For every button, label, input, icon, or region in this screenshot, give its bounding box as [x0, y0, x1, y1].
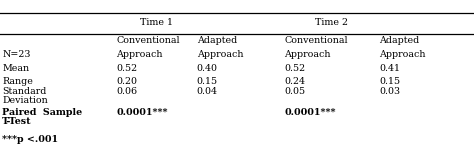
- Text: 0.03: 0.03: [379, 87, 401, 96]
- Text: 0.15: 0.15: [379, 77, 401, 86]
- Text: 0.52: 0.52: [284, 64, 306, 73]
- Text: Paired  Sample: Paired Sample: [2, 108, 82, 117]
- Text: 0.0001***: 0.0001***: [284, 108, 336, 117]
- Text: 0.52: 0.52: [116, 64, 137, 73]
- Text: Time 2: Time 2: [315, 18, 348, 27]
- Text: 0.40: 0.40: [197, 64, 218, 73]
- Text: Standard: Standard: [2, 87, 47, 96]
- Text: T-Test: T-Test: [2, 117, 32, 126]
- Text: Approach: Approach: [197, 50, 243, 59]
- Text: Conventional: Conventional: [116, 36, 180, 45]
- Text: 0.24: 0.24: [284, 77, 305, 86]
- Text: N=23: N=23: [2, 50, 31, 59]
- Text: 0.06: 0.06: [116, 87, 137, 96]
- Text: Deviation: Deviation: [2, 97, 48, 105]
- Text: Approach: Approach: [116, 50, 163, 59]
- Text: 0.04: 0.04: [197, 87, 218, 96]
- Text: Approach: Approach: [379, 50, 426, 59]
- Text: 0.05: 0.05: [284, 87, 306, 96]
- Text: 0.15: 0.15: [197, 77, 218, 86]
- Text: Conventional: Conventional: [284, 36, 348, 45]
- Text: Range: Range: [2, 77, 33, 86]
- Text: ***p <.001: ***p <.001: [2, 135, 58, 144]
- Text: Time 1: Time 1: [140, 18, 173, 27]
- Text: Mean: Mean: [2, 64, 29, 73]
- Text: 0.41: 0.41: [379, 64, 400, 73]
- Text: Adapted: Adapted: [379, 36, 419, 45]
- Text: Approach: Approach: [284, 50, 331, 59]
- Text: 0.0001***: 0.0001***: [116, 108, 168, 117]
- Text: Adapted: Adapted: [197, 36, 237, 45]
- Text: 0.20: 0.20: [116, 77, 137, 86]
